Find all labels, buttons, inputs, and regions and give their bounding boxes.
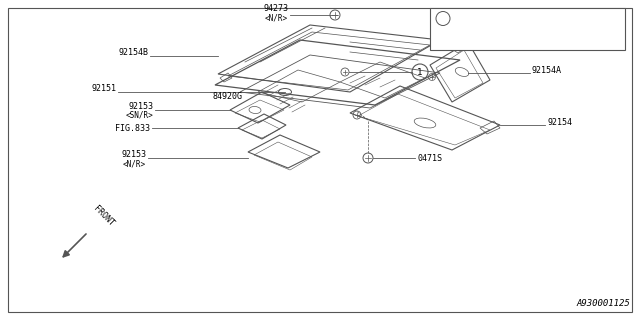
Text: <N/R>: <N/R> bbox=[265, 13, 288, 22]
Text: 1: 1 bbox=[441, 14, 445, 23]
Text: 92153: 92153 bbox=[128, 101, 153, 110]
Text: FIG.833: FIG.833 bbox=[115, 124, 150, 132]
Bar bbox=[430, 8, 625, 50]
Text: < -0408>: < -0408> bbox=[538, 14, 577, 23]
Text: 1: 1 bbox=[417, 68, 422, 76]
Text: Q710005: Q710005 bbox=[460, 35, 494, 44]
Text: 92151: 92151 bbox=[91, 84, 116, 92]
Text: 0471S: 0471S bbox=[417, 154, 442, 163]
Text: 84920G: 84920G bbox=[212, 92, 242, 100]
Text: 92154: 92154 bbox=[547, 117, 572, 126]
Text: <0409->: <0409-> bbox=[538, 35, 572, 44]
Text: 92154A: 92154A bbox=[532, 66, 562, 75]
Text: 92153: 92153 bbox=[121, 149, 146, 158]
Text: <SN/R>: <SN/R> bbox=[125, 110, 153, 119]
Text: 0471S: 0471S bbox=[460, 14, 484, 23]
Text: FRONT: FRONT bbox=[92, 204, 116, 228]
Text: 94273: 94273 bbox=[263, 4, 288, 12]
Text: A930001125: A930001125 bbox=[576, 299, 630, 308]
Text: <N/R>: <N/R> bbox=[123, 159, 146, 169]
Text: 92154B: 92154B bbox=[118, 47, 148, 57]
